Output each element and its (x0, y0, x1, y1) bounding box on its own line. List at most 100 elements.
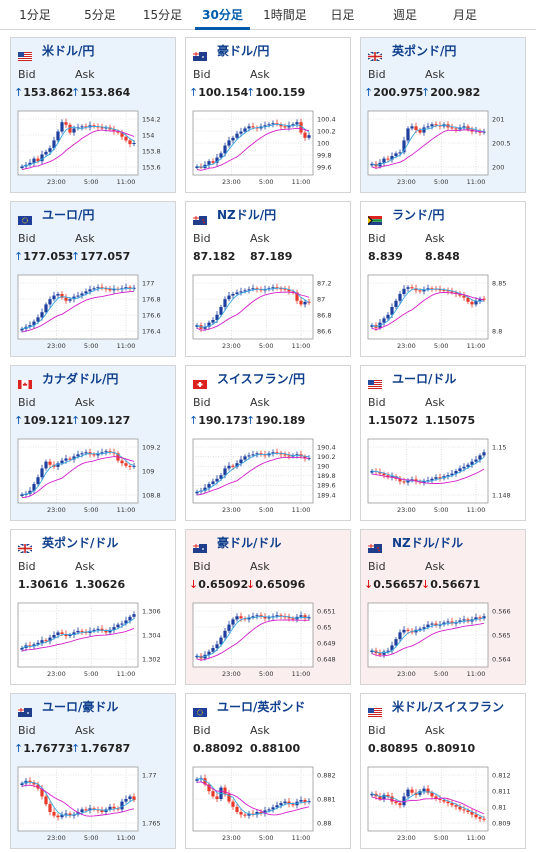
candle-body (422, 289, 426, 292)
currency-card[interactable]: スイスフラン/円 Bid Ask ↑190.173 ↑190.189 190.4 190.2… (185, 365, 351, 521)
currency-card[interactable]: 英ポンド/ドル Bid Ask 1.30616 1.30626 1.306 1.304 1.3… (10, 529, 176, 685)
ma-slow-line (196, 619, 310, 661)
candle-body (120, 132, 124, 137)
pair-name[interactable]: ユーロ/英ポンド (217, 700, 306, 714)
tab-daily[interactable]: 日足 (330, 8, 355, 22)
x-tick-label: 23:00 (47, 834, 66, 842)
candle-body (44, 796, 48, 805)
candle-body (239, 812, 243, 815)
candle-body (215, 478, 219, 482)
ask-value: 0.56671 (430, 578, 481, 591)
bid-price: ↑109.121 (14, 414, 73, 427)
x-tick-label: 11:00 (467, 506, 486, 514)
arrow-down-icon: ↓ (364, 578, 374, 591)
pair-name[interactable]: 米ドル/スイスフラン (392, 700, 505, 714)
ask-value: 109.127 (80, 414, 131, 427)
pair-name[interactable]: NZドル/円 (217, 208, 277, 222)
tab-monthly[interactable]: 月足 (452, 8, 477, 22)
candle-body (68, 458, 72, 460)
candle-body (430, 792, 434, 797)
candle-body (482, 452, 486, 456)
candle-body (36, 158, 40, 162)
x-tick-label: 5:00 (84, 506, 99, 514)
pair-name[interactable]: NZドル/ドル (392, 536, 464, 550)
currency-card[interactable]: ユーロ/ドル Bid Ask 1.15072 1.15075 1.15 1.148 23:00… (360, 365, 526, 521)
candle-body (418, 130, 422, 133)
currency-card[interactable]: 豪ドル/円 Bid Ask ↑100.154 ↑100.159 100.4 100.2 100… (185, 37, 351, 193)
mini-chart: 0.882 0.881 0.88 23:00 5:00 11:00 (186, 760, 352, 850)
bid-price: ↑200.975 (364, 86, 423, 99)
currency-card[interactable]: カナダドル/円 Bid Ask ↑109.121 ↑109.127 109.2 109 108… (10, 365, 176, 521)
currency-card[interactable]: 豪ドル/ドル Bid Ask ↓0.65092 ↓0.65096 0.651 0.65 0.6… (185, 529, 351, 685)
ask-value: 177.057 (80, 250, 131, 263)
mini-chart: 190.4 190.2 190 189.8 189.6 189.4 23:00 5:00 11:… (186, 432, 352, 522)
bid-price: ↑177.053 (14, 250, 73, 263)
tab-1hour[interactable]: 1時間足 (263, 8, 307, 22)
candle-body (386, 794, 390, 797)
y-tick-label: 176.4 (142, 327, 161, 335)
currency-card[interactable]: ランド/円 Bid Ask 8.839 8.848 8.85 8.8 23:00 5:00 11:… (360, 201, 526, 357)
candle-body (132, 614, 136, 617)
candle-body (382, 158, 386, 163)
currency-card[interactable]: ユーロ/円 Bid Ask ↑177.053 ↑177.057 177 176.8 176.6… (10, 201, 176, 357)
currency-card[interactable]: 米ドル/円 Bid Ask ↑153.862 ↑153.864 154.2 154 153.8… (10, 37, 176, 193)
ma-slow-line (371, 468, 485, 484)
candle-body (406, 629, 410, 631)
arrow-up-icon: ↑ (246, 86, 256, 99)
pair-name[interactable]: スイスフラン/円 (217, 372, 306, 386)
pair-name[interactable]: 豪ドル/ドル (217, 536, 282, 550)
currency-card[interactable]: NZドル/円 Bid Ask 87.182 87.189 87.2 87 86.8 86.6 23… (185, 201, 351, 357)
candle-body (92, 454, 96, 456)
x-tick-label: 23:00 (222, 670, 241, 678)
tab-1min[interactable]: 1分足 (19, 8, 51, 22)
candle-body (231, 294, 235, 296)
candle-body (20, 648, 24, 650)
candle-body (64, 813, 68, 815)
pair-name[interactable]: ユーロ/円 (42, 208, 95, 222)
currency-card[interactable]: NZドル/ドル Bid Ask ↓0.56657 ↓0.56671 0.566 0.565 0… (360, 529, 526, 685)
candle-body (446, 290, 450, 292)
candle-body (48, 461, 52, 465)
candle-body (474, 459, 478, 462)
pair-name[interactable]: 豪ドル/円 (217, 44, 270, 58)
tab-30min[interactable]: 30分足 (195, 0, 250, 30)
candle-body (255, 453, 259, 455)
candle-body (450, 291, 454, 293)
candle-body (394, 476, 398, 479)
currency-card[interactable]: ユーロ/英ポンド Bid Ask 0.88092 0.88100 0.882 0.881 0.… (185, 693, 351, 849)
pair-name[interactable]: カナダドル/円 (42, 372, 119, 386)
candle-body (418, 290, 422, 292)
currency-card[interactable]: ユーロ/豪ドル Bid Ask ↑1.76773 ↑1.76787 1.77 1.765 23… (10, 693, 176, 849)
candle-body (398, 294, 402, 301)
pair-name[interactable]: ランド/円 (392, 208, 445, 222)
mini-chart: 177 176.8 176.6 176.4 23:00 5:00 11:00 (11, 268, 177, 358)
pair-name[interactable]: 英ポンド/ドル (42, 536, 119, 550)
x-tick-label: 11:00 (467, 178, 486, 186)
pair-name[interactable]: 英ポンド/円 (392, 44, 457, 58)
y-tick-label: 0.812 (492, 771, 511, 779)
candle-body (32, 644, 36, 647)
currency-card[interactable]: 英ポンド/円 Bid Ask ↑200.975 ↑200.982 201 200.5 200 2… (360, 37, 526, 193)
candle-body (128, 140, 132, 145)
pair-name[interactable]: 米ドル/円 (42, 44, 95, 58)
candle-body (418, 628, 422, 630)
candle-body (247, 126, 251, 129)
ask-value: 1.30626 (75, 578, 126, 591)
mini-chart: 154.2 154 153.8 153.6 23:00 5:00 11:00 (11, 104, 177, 194)
pair-name[interactable]: ユーロ/豪ドル (42, 700, 119, 714)
tab-15min[interactable]: 15分足 (142, 8, 183, 22)
tab-weekly[interactable]: 週足 (392, 8, 417, 22)
ma-slow-line (21, 291, 135, 333)
ask-price: ↑153.864 (71, 86, 130, 99)
y-tick-label: 86.6 (317, 327, 331, 335)
candle-body (275, 805, 279, 808)
candle-body (291, 291, 295, 293)
mini-chart: 100.4 100.2 100 99.8 99.6 23:00 5:00 11:00 (186, 104, 352, 194)
pair-name[interactable]: ユーロ/ドル (392, 372, 457, 386)
chart-svg: 177 176.8 176.6 176.4 23:00 5:00 11:00 (17, 274, 161, 350)
currency-card[interactable]: 米ドル/スイスフラン Bid Ask 0.80895 0.80910 0.812 0.811… (360, 693, 526, 849)
chart-svg: 8.85 8.8 23:00 5:00 11:00 (367, 274, 506, 350)
y-tick-label: 8.85 (492, 279, 506, 287)
y-tick-label: 87 (317, 295, 325, 303)
tab-5min[interactable]: 5分足 (84, 8, 116, 22)
